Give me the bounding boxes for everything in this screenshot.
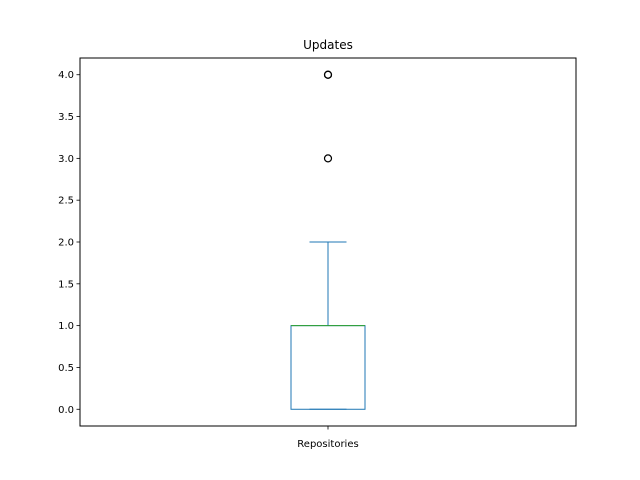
- y-tick-label: 0.5: [58, 363, 74, 374]
- x-tick-label: Repositories: [297, 439, 358, 450]
- y-tick-label: 0.0: [58, 405, 74, 416]
- y-tick-label: 2.5: [58, 196, 74, 207]
- y-tick-label: 1.5: [58, 279, 74, 290]
- plot-area: 0.0 0.5 1.0 1.5 2.0 2.5 3.0 3.5 4.0: [58, 70, 366, 430]
- y-tick-label: 2.0: [58, 238, 74, 249]
- axes-frame: [79, 57, 577, 427]
- outlier-point: [323, 70, 333, 79]
- y-tick-label: 3.5: [58, 112, 74, 123]
- outlier-point: [323, 154, 333, 163]
- y-tick-label: 1.0: [58, 321, 74, 332]
- chart-title: Updates: [303, 38, 353, 52]
- y-tick-label: 3.0: [58, 154, 74, 165]
- y-tick-label: 4.0: [58, 70, 74, 81]
- iqr-box: [290, 325, 366, 410]
